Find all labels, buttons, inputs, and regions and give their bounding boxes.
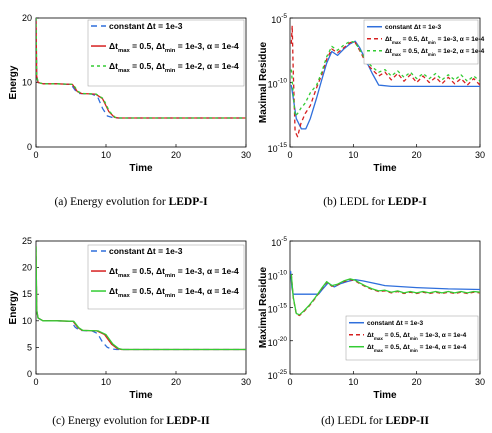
legend: constant Δt = 1e-3 Δtmax = 0.5, Δtmin = 1…: [87, 19, 245, 87]
legend-entry-1: constant Δt = 1e-3: [109, 21, 183, 31]
legend-entry-2: Δtmax = 0.5, Δtmin = 1e-3, α = 1e-4: [385, 36, 485, 45]
y-tick-label: 10-10: [268, 78, 288, 90]
series-group: [36, 18, 246, 119]
series-line-3: [290, 40, 480, 117]
legend-box: [345, 315, 479, 361]
series-line-2: [290, 274, 480, 317]
series-line-3: [36, 246, 246, 351]
legend-entry-3: Δtmax = 0.5, Δtmin = 1e-2, α = 1e-4: [385, 48, 485, 57]
x-tick-label: 10: [101, 150, 111, 160]
x-tick-label: 20: [171, 377, 181, 387]
y-axis-label: Maximal Residue: [258, 41, 269, 123]
series-line-3: [36, 18, 246, 119]
x-tick-label: 0: [287, 377, 292, 387]
y-tick-label: 10-5: [271, 236, 287, 248]
y-axis-label: Energy: [8, 65, 19, 99]
legend-box: [363, 19, 479, 65]
y-tick-label: 10: [22, 78, 32, 88]
y-tick-label: 5: [27, 342, 32, 352]
series-line-2: [290, 25, 480, 138]
caption: (a) Energy evolution for LEDP-I: [54, 196, 208, 208]
x-tick-label: 30: [475, 377, 485, 387]
legend-entry-3: Δtmax = 0.5, Δtmin = 1e-4, α = 1e-4: [367, 344, 467, 353]
x-tick-label: 10: [348, 150, 358, 160]
y-tick-label: 20: [22, 13, 32, 23]
series-group: [290, 270, 480, 317]
y-axis-label: Energy: [8, 290, 19, 324]
y-tick-label: 10-25: [268, 369, 288, 381]
legend-entry-1: constant Δt = 1e-3: [367, 320, 424, 327]
series-group: [290, 25, 480, 138]
y-tick-label: 15: [22, 289, 32, 299]
x-tick-label: 20: [412, 150, 422, 160]
y-tick-label: 10-5: [271, 13, 287, 25]
legend-entry-2: Δtmax = 0.5, Δtmin = 1e-3, α = 1e-4: [367, 332, 467, 341]
plot-frame: [35, 240, 247, 375]
legend-entry-2: Δtmax = 0.5, Δtmin = 1e-3, α = 1e-4: [109, 41, 239, 54]
y-tick-label: 10: [22, 316, 32, 326]
legend: constant Δt = 1e-3 Δtmax = 0.5, Δtmin = 1…: [363, 19, 485, 65]
x-tick-label: 30: [241, 377, 251, 387]
x-tick-label: 30: [241, 150, 251, 160]
x-tick-label: 20: [171, 150, 181, 160]
chart-panel-c: 0 10 20 30 0 5 10 15 20 25 Time Energy constant Δt =…: [8, 236, 251, 427]
legend-entry-1: constant Δt = 1e-3: [109, 246, 183, 256]
y-tick-label: 10-15: [268, 142, 288, 154]
y-tick-label: 0: [27, 142, 32, 152]
y-tick-label: 0: [27, 369, 32, 379]
y-axis-label: Maximal Residue: [258, 266, 269, 348]
legend: constant Δt = 1e-3 Δtmax = 0.5, Δtmin = 1…: [87, 244, 245, 310]
x-tick-label: 0: [287, 150, 292, 160]
x-tick-label: 0: [33, 377, 38, 387]
chart-panel-b: 0 10 20 30 10-15 10-10 10-5 Time Maximal Residue…: [258, 13, 485, 208]
x-tick-label: 10: [101, 377, 111, 387]
caption: (b) LEDL for LEDP-I: [323, 196, 427, 208]
series-group: [36, 246, 246, 351]
legend-entry-1: constant Δt = 1e-3: [385, 24, 442, 31]
x-tick-label: 10: [348, 377, 358, 387]
series-line-1: [290, 40, 480, 130]
y-tick-label: 25: [22, 236, 32, 246]
series-line-3: [290, 274, 480, 316]
x-axis-label: Time: [373, 163, 397, 174]
x-tick-label: 0: [33, 150, 38, 160]
y-tick-label: 10-20: [268, 336, 288, 348]
legend-entry-3: Δtmax = 0.5, Δtmin = 1e-2, α = 1e-4: [109, 61, 239, 74]
legend-entry-2: Δtmax = 0.5, Δtmin = 1e-3, α = 1e-4: [109, 266, 239, 279]
y-tick-label: 20: [22, 263, 32, 273]
y-tick-label: 10-10: [268, 269, 288, 281]
x-axis-label: Time: [129, 163, 153, 174]
x-axis-label: Time: [373, 390, 397, 401]
caption: (d) LEDL for LEDP-II: [321, 415, 429, 427]
y-tick-label: 10-15: [268, 303, 288, 315]
legend-box: [87, 244, 245, 310]
legend-entry-3: Δtmax = 0.5, Δtmin = 1e-4, α = 1e-4: [109, 286, 239, 299]
legend: constant Δt = 1e-3 Δtmax = 0.5, Δtmin = 1…: [345, 315, 479, 361]
legend-box: [87, 19, 245, 87]
caption: (c) Energy evolution for LEDP-II: [52, 415, 210, 427]
chart-panel-a: 0 10 20 30 0 10 20 Time Energy constant Δt = 1e-3…: [8, 13, 251, 208]
x-tick-label: 20: [412, 377, 422, 387]
x-tick-label: 30: [475, 150, 485, 160]
chart-panel-d: 0 10 20 30 10-25 10-20 10-15 10-10 10-5 Time Maxim…: [258, 236, 485, 427]
x-axis-label: Time: [129, 390, 153, 401]
